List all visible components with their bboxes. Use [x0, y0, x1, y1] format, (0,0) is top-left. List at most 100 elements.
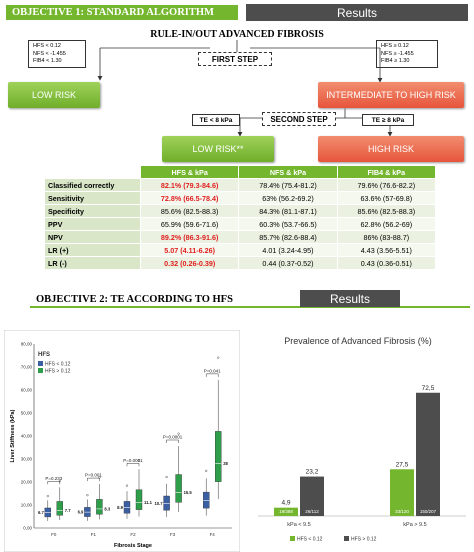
table-row: PPV 65.9% (59.6-71.6) 60.3% (53.7-66.5) 62.… [44, 217, 437, 231]
table-cell: 85.7% (82.6-88.4) [238, 230, 338, 244]
median-label: 15.5 [184, 490, 193, 495]
table-row: Sensitivity 72.8% (66.5-78.4) 63% (56.2-69… [44, 191, 437, 205]
box [56, 501, 63, 516]
table-cell: 0.43 (0.36-0.51) [336, 256, 437, 270]
table-row-label: LR (-) [44, 256, 141, 270]
low-risk-box: LOW RISK [8, 82, 100, 108]
table-cell: 72.8% (66.5-78.4) [139, 191, 240, 205]
significance-bracket [47, 481, 61, 485]
legend-swatch-blue [38, 361, 43, 366]
performance-table: HFS & kPa NFS & kPa FIB4 & kPa Classifie… [44, 165, 437, 270]
table-cell: 84.3% (81.1-87.1) [238, 204, 338, 218]
significance-bracket [166, 439, 179, 444]
objective2-header-bar [30, 306, 470, 308]
bar-value-label: 4,9 [281, 500, 290, 507]
intermediate-risk-label: INTERMEDIATE TO HIGH RISK [326, 90, 456, 100]
table-row: Specificity 85.6% (82.5-88.3) 84.3% (81.1-… [44, 204, 437, 218]
table-cell: 63.6% (57-69.8) [336, 191, 437, 205]
criteria-line: NFS ≥ -1.455 [381, 50, 414, 57]
table-cell: 79.6% (76.6-82.2) [336, 178, 437, 192]
y-tick-label: 50,00 [21, 411, 33, 416]
bar-count-label: 26/112 [305, 509, 319, 514]
y-tick-label: 80,00 [21, 342, 33, 347]
table-row-label: LR (+) [44, 243, 141, 257]
p-value-label: P=0.233 [45, 476, 62, 481]
table-cell: 0.32 (0.26-0.39) [139, 256, 240, 270]
median-label: 28 [223, 461, 228, 466]
significance-bracket [205, 373, 219, 377]
outlier-point [165, 475, 168, 479]
objective1-header-label: OBJECTIVE 1: STANDARD ALGORITHM [12, 7, 214, 18]
table-cell: 85.6% (82.5-88.3) [336, 204, 437, 218]
x-tick-label: F4 [210, 532, 216, 537]
table-cell: 78.4% (75.4-81.2) [238, 178, 338, 192]
table-cell: 65.9% (59.6-71.6) [139, 217, 240, 231]
objective2-header-label: OBJECTIVE 2: TE ACCORDING TO HFS [36, 293, 233, 305]
second-step-box: SECOND STEP [262, 112, 336, 126]
table-cell: 5.07 (4.11-6.26) [139, 243, 240, 257]
bar-legend-swatch [344, 536, 349, 541]
legend-swatch-green [38, 368, 43, 373]
table-header-row: HFS & kPa NFS & kPa FIB4 & kPa [44, 165, 437, 179]
table-row: Classified correctly 82.1% (79.3-84.6) 78.… [44, 178, 437, 192]
boxplot-chart: 0,00 10,00 20,00 30,00 40,00 50,00 60,00 70,00 8… [4, 330, 240, 552]
outlier-point [177, 432, 180, 435]
table-cell: 86% (83-88.7) [336, 230, 437, 244]
bar-value-label: 27,5 [396, 461, 409, 468]
table-row: LR (-) 0.32 (0.26-0.39) 0.44 (0.37-0.52) 0.… [44, 256, 437, 270]
first-step-box: FIRST STEP [198, 52, 272, 66]
table-corner [44, 165, 141, 179]
bar [274, 507, 298, 516]
table-row-label: NPV [44, 230, 141, 244]
low-risk-label: LOW RISK [31, 90, 76, 100]
p-value-label: P=0.0001 [123, 458, 143, 463]
table-cell: 63% (56.2-69.2) [238, 191, 338, 205]
bar-chart: Prevalence of Advanced Fibrosis (%) 4,9 19… [258, 336, 466, 543]
bar-legend-label: HFS > 0.12 [351, 537, 377, 543]
table-row-label: Sensitivity [44, 191, 141, 205]
x-tick-label: F2 [130, 532, 136, 537]
median-label: 6.9 [78, 510, 84, 515]
x-tick-label: F3 [170, 532, 176, 537]
box [135, 489, 143, 510]
median-label: 8.9 [117, 505, 123, 510]
algorithm-title: RULE-IN/OUT ADVANCED FIBROSIS [150, 29, 324, 40]
criteria-line: FIB4 ≥ 1.30 [381, 58, 410, 64]
te-high-box: TE ≥ 8 kPa [362, 114, 414, 126]
y-tick-label: 40,00 [21, 434, 33, 439]
intermediate-risk-box: INTERMEDIATE TO HIGH RISK [318, 82, 464, 108]
p-value-label: P=0.0001 [163, 435, 183, 440]
bar-count-label: 33/120 [395, 509, 409, 514]
median-label: 11.1 [144, 500, 153, 505]
outlier-point [86, 494, 89, 497]
criteria-line: NFS < -1.455 [33, 50, 66, 57]
table-cell: 62.8% (56.2-69) [336, 217, 437, 231]
y-tick-label: 60,00 [21, 388, 33, 393]
bar [390, 469, 414, 516]
table-cell: 60.3% (53.7-66.5) [238, 217, 338, 231]
table-cell: 82.1% (79.3-84.6) [139, 178, 240, 192]
y-tick-label: 0,00 [23, 526, 32, 531]
outlier-point [205, 469, 208, 472]
y-tick-label: 10,00 [21, 503, 33, 508]
high-risk-box: HIGH RISK [318, 136, 464, 162]
criteria-line: FIB4 < 1.30 [33, 58, 62, 64]
median-label: 10.7 [154, 501, 163, 506]
bar-category-label: kPa < 9.5 [287, 522, 310, 528]
outlier-point [137, 459, 141, 462]
legend-title: HFS [38, 352, 50, 358]
table-cell: 4.01 (3.24-4.95) [238, 243, 338, 257]
bar [416, 392, 440, 516]
table-row: NPV 89.2% (86.3-91.6) 85.7% (82.6-88.4) 86%… [44, 230, 437, 244]
median-label: 7.7 [65, 508, 71, 513]
criteria-line: HFS ≥ 0.12 [381, 43, 409, 49]
bar-chart-title: Prevalence of Advanced Fibrosis (%) [284, 336, 432, 346]
x-tick-label: F1 [91, 532, 97, 537]
box [175, 474, 182, 503]
table-header-cell: FIB4 & kPa [336, 165, 437, 179]
y-tick-label: 70,00 [21, 365, 33, 370]
outlier-point [217, 356, 220, 359]
bar [300, 476, 324, 516]
outlier-point [46, 495, 49, 498]
criteria-line: HFS < 0.12 [33, 43, 61, 49]
